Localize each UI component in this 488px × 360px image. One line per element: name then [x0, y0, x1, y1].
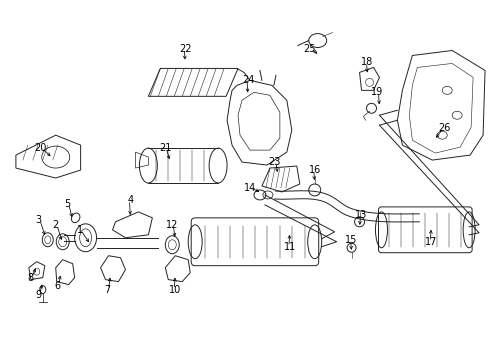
Text: 1: 1 — [77, 225, 82, 235]
Text: 2: 2 — [53, 220, 59, 230]
Text: 21: 21 — [159, 143, 171, 153]
Text: 6: 6 — [55, 280, 61, 291]
Text: 17: 17 — [424, 237, 437, 247]
Text: 25: 25 — [303, 44, 315, 54]
Text: 15: 15 — [345, 235, 357, 245]
Text: 14: 14 — [244, 183, 256, 193]
Text: 16: 16 — [308, 165, 320, 175]
Text: 3: 3 — [36, 215, 42, 225]
Text: 7: 7 — [104, 284, 110, 294]
Text: 8: 8 — [28, 273, 34, 283]
Text: 9: 9 — [36, 289, 42, 300]
Text: 26: 26 — [437, 123, 449, 133]
Text: 4: 4 — [127, 195, 133, 205]
Text: 5: 5 — [64, 199, 71, 209]
Text: 11: 11 — [283, 242, 295, 252]
Text: 20: 20 — [35, 143, 47, 153]
Text: 19: 19 — [370, 87, 383, 97]
Text: 10: 10 — [169, 284, 181, 294]
Text: 12: 12 — [166, 220, 178, 230]
Text: 18: 18 — [361, 58, 373, 67]
Text: 23: 23 — [268, 157, 281, 167]
Text: 13: 13 — [355, 210, 367, 220]
Text: 24: 24 — [241, 75, 254, 85]
Text: 22: 22 — [179, 44, 191, 54]
